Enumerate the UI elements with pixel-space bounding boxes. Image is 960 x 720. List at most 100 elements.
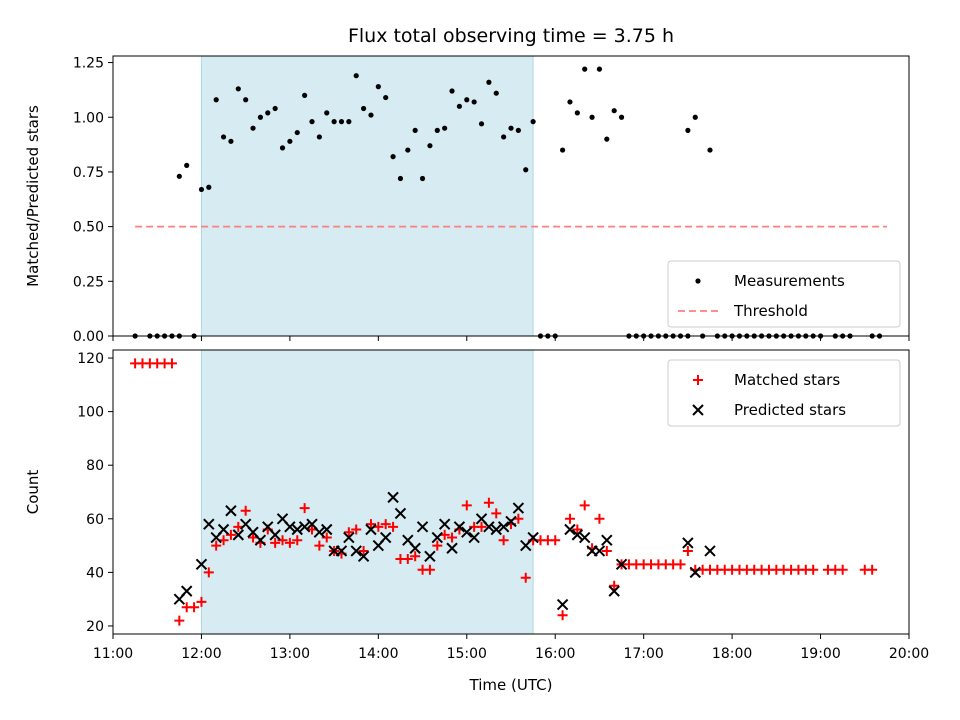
data-point bbox=[269, 529, 281, 541]
data-point bbox=[464, 97, 470, 103]
data-point bbox=[360, 105, 367, 112]
data-point bbox=[284, 537, 295, 548]
x-tick-label: 18:00 bbox=[712, 646, 752, 662]
data-point bbox=[579, 500, 590, 511]
ratio-panel: 0.00 0.25 0.50 0.75 1.00 1.25 Matched/Predicte… bbox=[24, 55, 910, 345]
data-point bbox=[343, 531, 355, 544]
data-point bbox=[343, 527, 354, 538]
data-point bbox=[675, 559, 686, 570]
data-point bbox=[446, 542, 458, 554]
data-point bbox=[335, 545, 348, 557]
data-point bbox=[203, 567, 214, 578]
y-tick-label: 120 bbox=[77, 351, 104, 367]
x-tick-label: 15:00 bbox=[447, 646, 487, 662]
data-point bbox=[530, 119, 536, 125]
data-point bbox=[383, 94, 389, 101]
y-tick-label: 1.25 bbox=[73, 56, 104, 72]
plot-area bbox=[130, 358, 878, 626]
data-point bbox=[195, 558, 208, 571]
data-point bbox=[468, 531, 480, 544]
data-point bbox=[211, 540, 222, 551]
data-point bbox=[189, 602, 200, 613]
series-predicted-stars bbox=[173, 491, 716, 611]
data-point bbox=[313, 526, 326, 538]
y-tick-label: 1.00 bbox=[73, 110, 104, 126]
data-point bbox=[424, 564, 435, 575]
data-point bbox=[476, 521, 487, 532]
data-point bbox=[442, 125, 448, 131]
data-point bbox=[180, 585, 193, 597]
data-point bbox=[166, 358, 177, 369]
data-point bbox=[574, 110, 580, 116]
data-point bbox=[456, 103, 463, 109]
data-point bbox=[682, 537, 694, 549]
data-point bbox=[611, 108, 617, 114]
data-point bbox=[564, 513, 575, 524]
data-point bbox=[689, 566, 701, 579]
data-point bbox=[559, 147, 566, 153]
data-point bbox=[837, 564, 848, 575]
data-point bbox=[692, 114, 698, 120]
data-point bbox=[431, 531, 444, 544]
data-point bbox=[365, 519, 376, 530]
data-point bbox=[453, 521, 466, 533]
data-point bbox=[387, 491, 399, 504]
y-tick-label: 100 bbox=[77, 405, 104, 421]
data-point bbox=[379, 531, 392, 544]
data-point bbox=[419, 175, 426, 182]
data-point bbox=[409, 542, 421, 554]
data-point bbox=[609, 580, 620, 591]
data-point bbox=[808, 564, 819, 575]
y-tick-label: 0.75 bbox=[73, 165, 104, 181]
data-point bbox=[198, 186, 205, 193]
data-point bbox=[365, 523, 377, 536]
data-point bbox=[461, 500, 472, 511]
data-point bbox=[324, 110, 330, 116]
y-tick-label: 80 bbox=[86, 458, 104, 474]
x-tick-label: 16:00 bbox=[535, 646, 575, 662]
data-point bbox=[556, 598, 569, 611]
data-point bbox=[449, 88, 455, 94]
data-point bbox=[615, 558, 628, 571]
data-point bbox=[346, 119, 352, 125]
data-point bbox=[176, 173, 182, 179]
data-point bbox=[447, 532, 458, 543]
data-point bbox=[601, 534, 613, 546]
data-point bbox=[491, 508, 502, 519]
data-point bbox=[498, 535, 509, 546]
legend-entry-label: Predicted stars bbox=[734, 401, 846, 419]
data-point bbox=[704, 545, 716, 557]
x-tick-label: 12:00 bbox=[181, 646, 221, 662]
data-point bbox=[316, 134, 322, 140]
data-point bbox=[287, 138, 293, 144]
data-point bbox=[520, 572, 531, 583]
data-point bbox=[405, 147, 411, 153]
data-point bbox=[416, 521, 429, 533]
data-point bbox=[338, 119, 345, 125]
data-point bbox=[388, 521, 399, 532]
data-point bbox=[438, 518, 451, 530]
data-point bbox=[240, 505, 251, 516]
data-point bbox=[596, 66, 603, 72]
observing-interval-band bbox=[200, 349, 534, 635]
data-point bbox=[217, 523, 230, 536]
y-tick-label: 0.50 bbox=[73, 220, 104, 236]
data-point bbox=[410, 551, 421, 562]
data-point bbox=[294, 129, 300, 136]
data-point bbox=[235, 86, 241, 92]
data-point bbox=[270, 537, 281, 548]
data-point bbox=[228, 138, 234, 144]
legend-box bbox=[667, 260, 901, 328]
legend-marker bbox=[692, 404, 704, 416]
data-point bbox=[582, 66, 588, 72]
axes-frame bbox=[112, 349, 910, 635]
y-tick-label: 0.00 bbox=[73, 329, 104, 345]
data-point bbox=[589, 114, 595, 120]
data-point bbox=[424, 550, 436, 563]
data-point bbox=[490, 523, 502, 536]
data-point bbox=[427, 143, 433, 149]
data-point bbox=[213, 97, 219, 103]
data-point bbox=[471, 99, 477, 105]
data-point bbox=[593, 545, 606, 557]
